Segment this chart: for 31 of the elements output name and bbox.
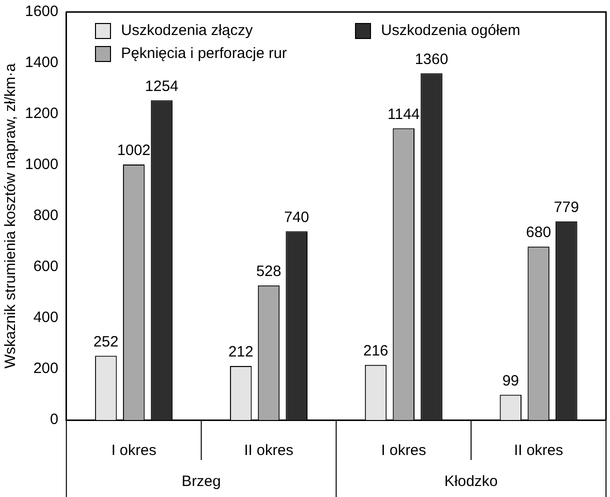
legend-label: Uszkodzenia złączy	[121, 22, 253, 39]
legend-label: Pęknięcia i perforacje rur	[121, 45, 287, 62]
data-label: 216	[363, 342, 388, 360]
y-tick-label: 400	[33, 309, 58, 326]
text: Brzeg	[182, 473, 221, 490]
data-label: 1360	[414, 50, 448, 68]
y-tick-label: 1600	[24, 3, 58, 20]
data-label: 528	[256, 263, 282, 280]
y-tick-label: 200	[33, 360, 58, 378]
text: Kłodzko	[444, 473, 498, 490]
x-tick-label: II okres	[244, 442, 294, 460]
y-tick-label: 1200	[24, 105, 58, 122]
data-label: 680	[526, 224, 552, 242]
y-tick-label: 800	[33, 207, 58, 224]
y-tick-label: 600	[33, 258, 58, 276]
x-tick-label: II okres	[514, 442, 564, 460]
data-label: 1254	[145, 78, 178, 95]
y-tick-label: 1400	[24, 54, 58, 72]
y-tick-label: 0	[50, 411, 58, 428]
legend-label: Uszkodzenia ogółem	[381, 22, 520, 39]
data-label: 252	[93, 333, 118, 350]
data-label: 1144	[388, 106, 420, 123]
data-label: 1002	[117, 142, 151, 160]
data-label: 212	[228, 344, 254, 361]
y-tick-label: 1000	[24, 156, 58, 174]
x-tick-label: I okres	[381, 442, 426, 460]
x-tick-label: I okres	[111, 442, 156, 460]
data-label: 99	[502, 372, 520, 390]
data-label: 740	[284, 208, 310, 226]
y-axis-title: Wskaznik strumienia kosztów napraw, zł/km·a	[2, 62, 20, 369]
data-label: 779	[554, 198, 579, 216]
